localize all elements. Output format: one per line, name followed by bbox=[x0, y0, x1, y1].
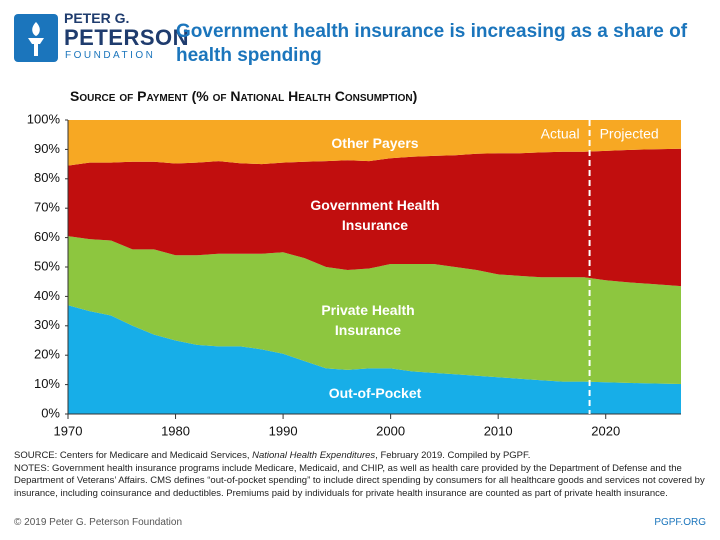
series-label: Government Health Insurance bbox=[310, 197, 440, 233]
x-tick-label: 2000 bbox=[376, 423, 405, 438]
y-tick-label: 80% bbox=[34, 170, 60, 185]
subtitle: Source of Payment (% of National Health … bbox=[70, 88, 418, 104]
y-tick-label: 10% bbox=[34, 376, 60, 391]
area bbox=[68, 120, 681, 166]
logo-line: FOUNDATION bbox=[65, 50, 156, 61]
source: SOURCE: Centers for Medicare and Medicai… bbox=[14, 450, 708, 463]
logo-line: PETER G. bbox=[64, 10, 130, 26]
notes-text: NOTES: Government health insurance progr… bbox=[14, 462, 705, 499]
y-tick-label: 0% bbox=[41, 405, 60, 420]
x-tick-label: 2020 bbox=[591, 423, 620, 438]
series-label: Private Health Insurance bbox=[321, 302, 415, 338]
y-tick-label: 60% bbox=[34, 229, 60, 244]
x-tick-label: 1970 bbox=[54, 423, 83, 438]
x-tick-label: 1980 bbox=[161, 423, 190, 438]
chart: 0% 10% 20% 30% 40% 50% 60% 70% 80% 90% 100% 1970 198… bbox=[27, 111, 681, 438]
logo-icon bbox=[14, 14, 58, 62]
source-text: SOURCE: Centers for Medicare and Medicai… bbox=[14, 450, 253, 461]
x-tick-label: 1990 bbox=[269, 423, 298, 438]
annotation: Actual bbox=[541, 126, 580, 142]
series-label: Other Payers bbox=[331, 135, 419, 151]
y-tick-label: 30% bbox=[34, 317, 60, 332]
notes: SOURCE: Centers for Medicare and Medicai… bbox=[14, 450, 708, 500]
x-tick-label: 2010 bbox=[484, 423, 513, 438]
series-label: Out-of-Pocket bbox=[328, 385, 422, 401]
area bbox=[68, 236, 681, 385]
y-tick-label: 90% bbox=[34, 141, 60, 156]
area bbox=[68, 148, 681, 287]
annotation: Projected bbox=[600, 126, 659, 142]
site: PGPF.ORG bbox=[654, 517, 706, 528]
y-tick-label: 40% bbox=[34, 288, 60, 303]
y-tick-label: 70% bbox=[34, 200, 60, 215]
source-text: National Health Expenditures bbox=[252, 450, 376, 461]
source-text: , February 2019. Compiled by PGPF. bbox=[375, 450, 531, 461]
y-tick-label: 20% bbox=[34, 347, 60, 362]
logo-line: PETERSON bbox=[64, 25, 190, 50]
title: Government health insurance is increasin… bbox=[176, 21, 688, 66]
y-tick-label: 50% bbox=[34, 258, 60, 273]
copyright: © 2019 Peter G. Peterson Foundation bbox=[14, 517, 183, 528]
area bbox=[68, 305, 681, 414]
y-tick-label: 100% bbox=[27, 111, 61, 126]
